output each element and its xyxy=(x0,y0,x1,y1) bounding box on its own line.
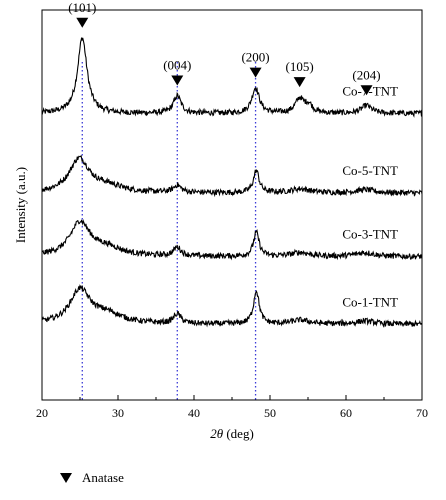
legend-anatase-marker-icon xyxy=(60,473,72,483)
anatase-marker-icon xyxy=(76,17,89,28)
anatase-marker-icon xyxy=(249,67,262,78)
peak-label: (004) xyxy=(163,58,191,73)
series-label: Co-7-TNT xyxy=(342,83,398,98)
series-label: Co-3-TNT xyxy=(342,227,398,242)
x-tick-label: 30 xyxy=(112,406,124,420)
peak-markers: (101) (004) (200) (105) (204) xyxy=(68,0,381,96)
series-curves xyxy=(41,37,423,328)
series-line xyxy=(41,218,423,261)
peak-label: (101) xyxy=(68,0,96,15)
anatase-marker-icon xyxy=(171,75,184,86)
y-axis-label: Intensity (a.u.) xyxy=(13,167,28,243)
series-labels: Co-7-TNT Co-5-TNT Co-3-TNT Co-1-TNT xyxy=(342,83,398,309)
series-label: Co-1-TNT xyxy=(342,294,398,309)
series-label: Co-5-TNT xyxy=(342,163,398,178)
reference-lines xyxy=(81,62,257,400)
peak-label: (200) xyxy=(241,50,269,65)
anatase-marker-icon xyxy=(360,85,373,96)
x-axis-ticks: 20 30 40 50 60 70 xyxy=(36,395,428,420)
x-tick-label: 60 xyxy=(340,406,352,420)
series-line xyxy=(41,37,423,118)
legend-anatase-label: Anatase xyxy=(82,470,124,485)
x-axis-label: 2θ (deg) xyxy=(210,426,254,441)
x-axis-label-unit: (deg) xyxy=(226,426,253,441)
x-tick-label: 40 xyxy=(188,406,200,420)
anatase-marker-icon xyxy=(293,77,306,88)
peak-label: (204) xyxy=(352,67,380,82)
x-tick-label: 70 xyxy=(416,406,428,420)
series-line xyxy=(41,154,423,198)
x-tick-label: 50 xyxy=(264,406,276,420)
peak-label: (105) xyxy=(286,59,314,74)
series-line xyxy=(41,284,423,328)
x-tick-label: 20 xyxy=(36,406,48,420)
x-axis-label-symbol: 2θ xyxy=(210,426,224,441)
